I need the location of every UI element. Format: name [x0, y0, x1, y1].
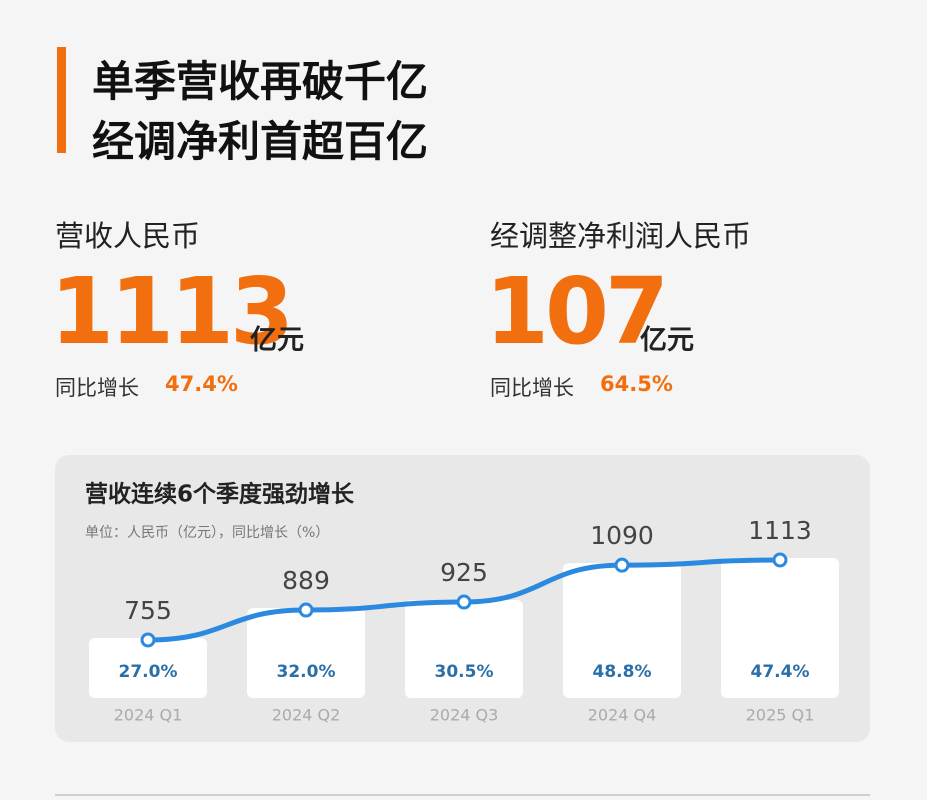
- growth-label: 32.0%: [277, 662, 336, 682]
- growth-label: 47.4%: [751, 662, 810, 682]
- x-tick-label: 2024 Q4: [588, 706, 657, 725]
- value-label: 755: [124, 596, 172, 625]
- growth-value: 47.4%: [165, 372, 238, 396]
- point: [298, 602, 314, 618]
- chart-title: 营收连续6个季度强劲增长: [85, 481, 355, 508]
- point: [614, 557, 630, 573]
- divider: [55, 794, 870, 796]
- metric-value: 107: [485, 258, 669, 365]
- value-label: 889: [282, 566, 330, 595]
- value-box: [405, 600, 523, 698]
- point: [140, 632, 156, 648]
- point: [772, 552, 788, 568]
- growth-value: 64.5%: [600, 372, 673, 396]
- headline: 经调净利首超百亿: [92, 117, 429, 166]
- growth-label: 48.8%: [593, 662, 652, 682]
- x-tick-label: 2024 Q3: [430, 706, 499, 725]
- value-label: 925: [440, 558, 488, 587]
- x-tick-label: 2024 Q1: [114, 706, 183, 725]
- x-tick-label: 2024 Q2: [272, 706, 341, 725]
- metric-value: 1113: [50, 258, 294, 365]
- value-box: [89, 638, 207, 698]
- growth-label: 同比增长: [490, 376, 574, 400]
- headline: 单季营收再破千亿: [92, 57, 429, 106]
- value-label: 1113: [748, 516, 812, 545]
- value-box: [563, 563, 681, 698]
- metric-unit: 亿元: [640, 325, 694, 356]
- value-label: 1090: [590, 521, 654, 550]
- accent-bar: [57, 47, 66, 153]
- chart-subtitle: 单位：人民币（亿元），同比增长（%）: [85, 525, 329, 541]
- value-box: [247, 608, 365, 698]
- value-box: [721, 558, 839, 698]
- x-tick-label: 2025 Q1: [746, 706, 815, 725]
- point: [456, 594, 472, 610]
- metric-label: 营收人民币: [55, 219, 201, 253]
- metric-label: 经调整净利润人民币: [490, 219, 752, 253]
- growth-label: 27.0%: [119, 662, 178, 682]
- metric-unit: 亿元: [250, 325, 304, 356]
- growth-label: 30.5%: [435, 662, 494, 682]
- growth-label: 同比增长: [55, 376, 139, 400]
